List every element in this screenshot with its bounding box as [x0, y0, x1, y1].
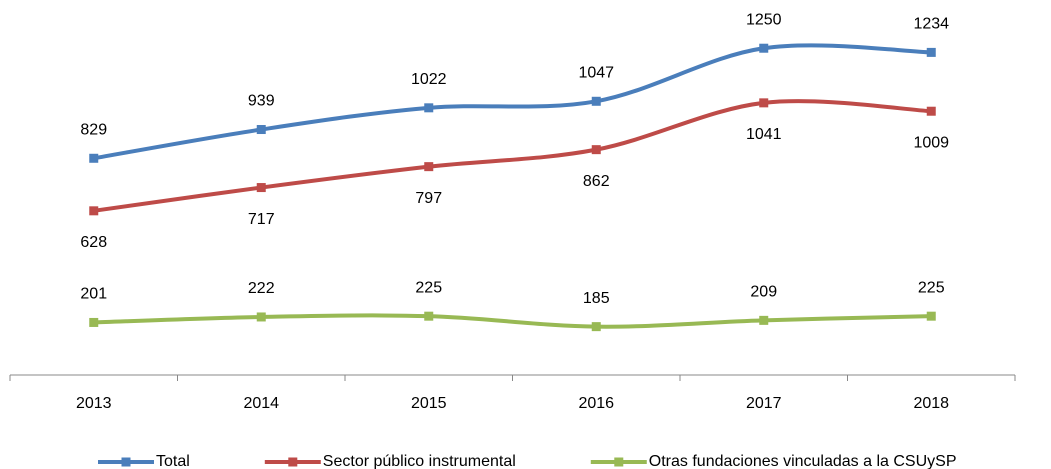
data-label: 797 [415, 190, 442, 207]
x-tick-label: 2013 [76, 395, 112, 412]
legend-marker [121, 457, 131, 467]
legend-label: Otras fundaciones vinculadas a la CSUySP [649, 453, 957, 469]
marker [256, 183, 266, 193]
data-label: 1234 [913, 16, 949, 33]
x-tick-label: 2015 [411, 395, 447, 412]
series-line [93, 313, 932, 329]
legend-marker [614, 457, 624, 467]
marker [926, 311, 936, 321]
marker [926, 106, 936, 116]
legend-label: Total [156, 453, 190, 469]
marker [89, 206, 99, 216]
marker [759, 43, 769, 53]
x-tick-label: 2018 [913, 395, 949, 412]
marker [591, 96, 601, 106]
series-line [93, 99, 932, 213]
data-label: 939 [248, 93, 275, 110]
data-label: 829 [80, 121, 107, 138]
marker [591, 145, 601, 155]
data-label: 225 [415, 279, 442, 296]
x-tick-label: 2017 [746, 395, 782, 412]
data-label: 185 [583, 290, 610, 307]
series-line [93, 43, 932, 161]
data-label: 628 [80, 234, 107, 251]
data-label: 1022 [411, 71, 447, 88]
data-label: 1250 [746, 11, 782, 28]
data-label: 225 [918, 279, 945, 296]
marker [926, 47, 936, 57]
data-label: 1047 [578, 65, 614, 82]
marker [424, 162, 434, 172]
data-label: 209 [750, 284, 777, 301]
legend-label: Sector público instrumental [323, 453, 516, 469]
legend-marker [288, 457, 298, 467]
data-label: 1009 [913, 134, 949, 151]
marker [89, 153, 99, 163]
marker [256, 312, 266, 322]
marker [759, 98, 769, 108]
x-tick-label: 2016 [578, 395, 614, 412]
x-tick-label: 2014 [243, 395, 279, 412]
marker [89, 317, 99, 327]
marker [759, 315, 769, 325]
data-label: 1041 [746, 126, 782, 143]
data-label: 862 [583, 173, 610, 190]
data-label: 717 [248, 211, 275, 228]
data-label: 201 [80, 286, 107, 303]
marker [424, 311, 434, 321]
marker [256, 125, 266, 135]
marker [591, 322, 601, 332]
data-label: 222 [248, 280, 275, 297]
marker [424, 103, 434, 113]
